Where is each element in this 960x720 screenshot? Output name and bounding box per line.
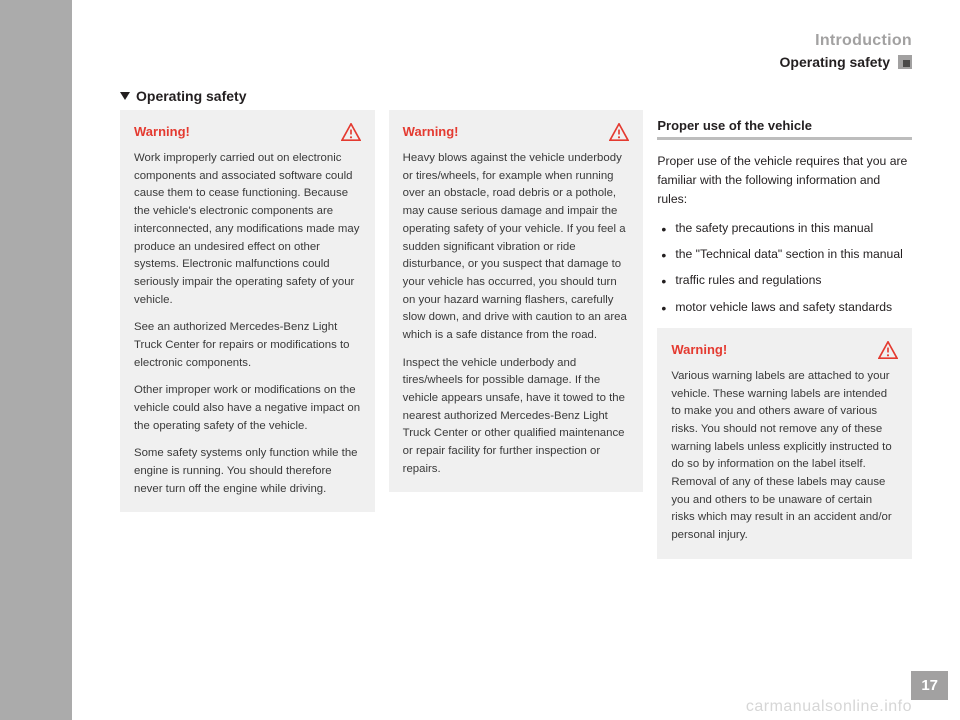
warning-header: Warning! <box>671 340 898 368</box>
list-item: the safety precautions in this manual <box>661 219 912 237</box>
list-item: the "Technical data" section in this man… <box>661 245 912 263</box>
warning-header: Warning! <box>134 122 361 150</box>
bullet-list: the safety precautions in this manual th… <box>657 219 912 316</box>
warning-text: Other improper work or modifications on … <box>134 382 361 435</box>
warning-label: Warning! <box>403 122 459 142</box>
warning-text: Various warning labels are attached to y… <box>671 368 898 545</box>
warning-text: Inspect the vehicle underbody and tires/… <box>403 355 630 479</box>
section-header-row: Operating safety <box>780 54 912 70</box>
chapter-title: Introduction <box>815 32 912 50</box>
column-2: Warning! Heavy blows against the vehicle… <box>389 110 644 492</box>
section-heading-text: Operating safety <box>136 88 246 104</box>
warning-triangle-icon <box>878 341 898 359</box>
intro-paragraph: Proper use of the vehicle requires that … <box>657 152 912 209</box>
warning-text: See an authorized Mercedes-Benz Light Tr… <box>134 319 361 372</box>
warning-triangle-icon <box>341 123 361 141</box>
subsection-heading: Proper use of the vehicle <box>657 118 912 133</box>
page-header: Introduction Operating safety <box>120 32 912 70</box>
column-3: Proper use of the vehicle Proper use of … <box>657 110 912 559</box>
section-heading: Operating safety <box>120 88 912 104</box>
warning-text: Work improperly carried out on electroni… <box>134 150 361 309</box>
list-item: motor vehicle laws and safety standards <box>661 298 912 316</box>
column-1: Warning! Work improperly carried out on … <box>120 110 375 512</box>
page-number: 17 <box>911 671 948 700</box>
watermark-text: carmanualsonline.info <box>746 698 912 716</box>
warning-text: Heavy blows against the vehicle underbod… <box>403 150 630 344</box>
triangle-down-icon <box>120 92 130 100</box>
warning-text: Some safety systems only function while … <box>134 445 361 498</box>
warning-triangle-icon <box>609 123 629 141</box>
left-grey-band <box>0 0 72 720</box>
warning-header: Warning! <box>403 122 630 150</box>
section-square-icon <box>898 55 912 69</box>
warning-label: Warning! <box>134 122 190 142</box>
columns: Warning! Work improperly carried out on … <box>120 110 912 559</box>
page-content: Introduction Operating safety Operating … <box>72 0 960 720</box>
list-item: traffic rules and regulations <box>661 271 912 289</box>
heading-rule <box>657 137 912 140</box>
warning-box-2: Warning! Heavy blows against the vehicle… <box>389 110 644 492</box>
section-title-header: Operating safety <box>780 54 890 70</box>
warning-box-3: Warning! Various warning labels are atta… <box>657 328 912 559</box>
warning-box-1: Warning! Work improperly carried out on … <box>120 110 375 512</box>
warning-label: Warning! <box>671 340 727 360</box>
